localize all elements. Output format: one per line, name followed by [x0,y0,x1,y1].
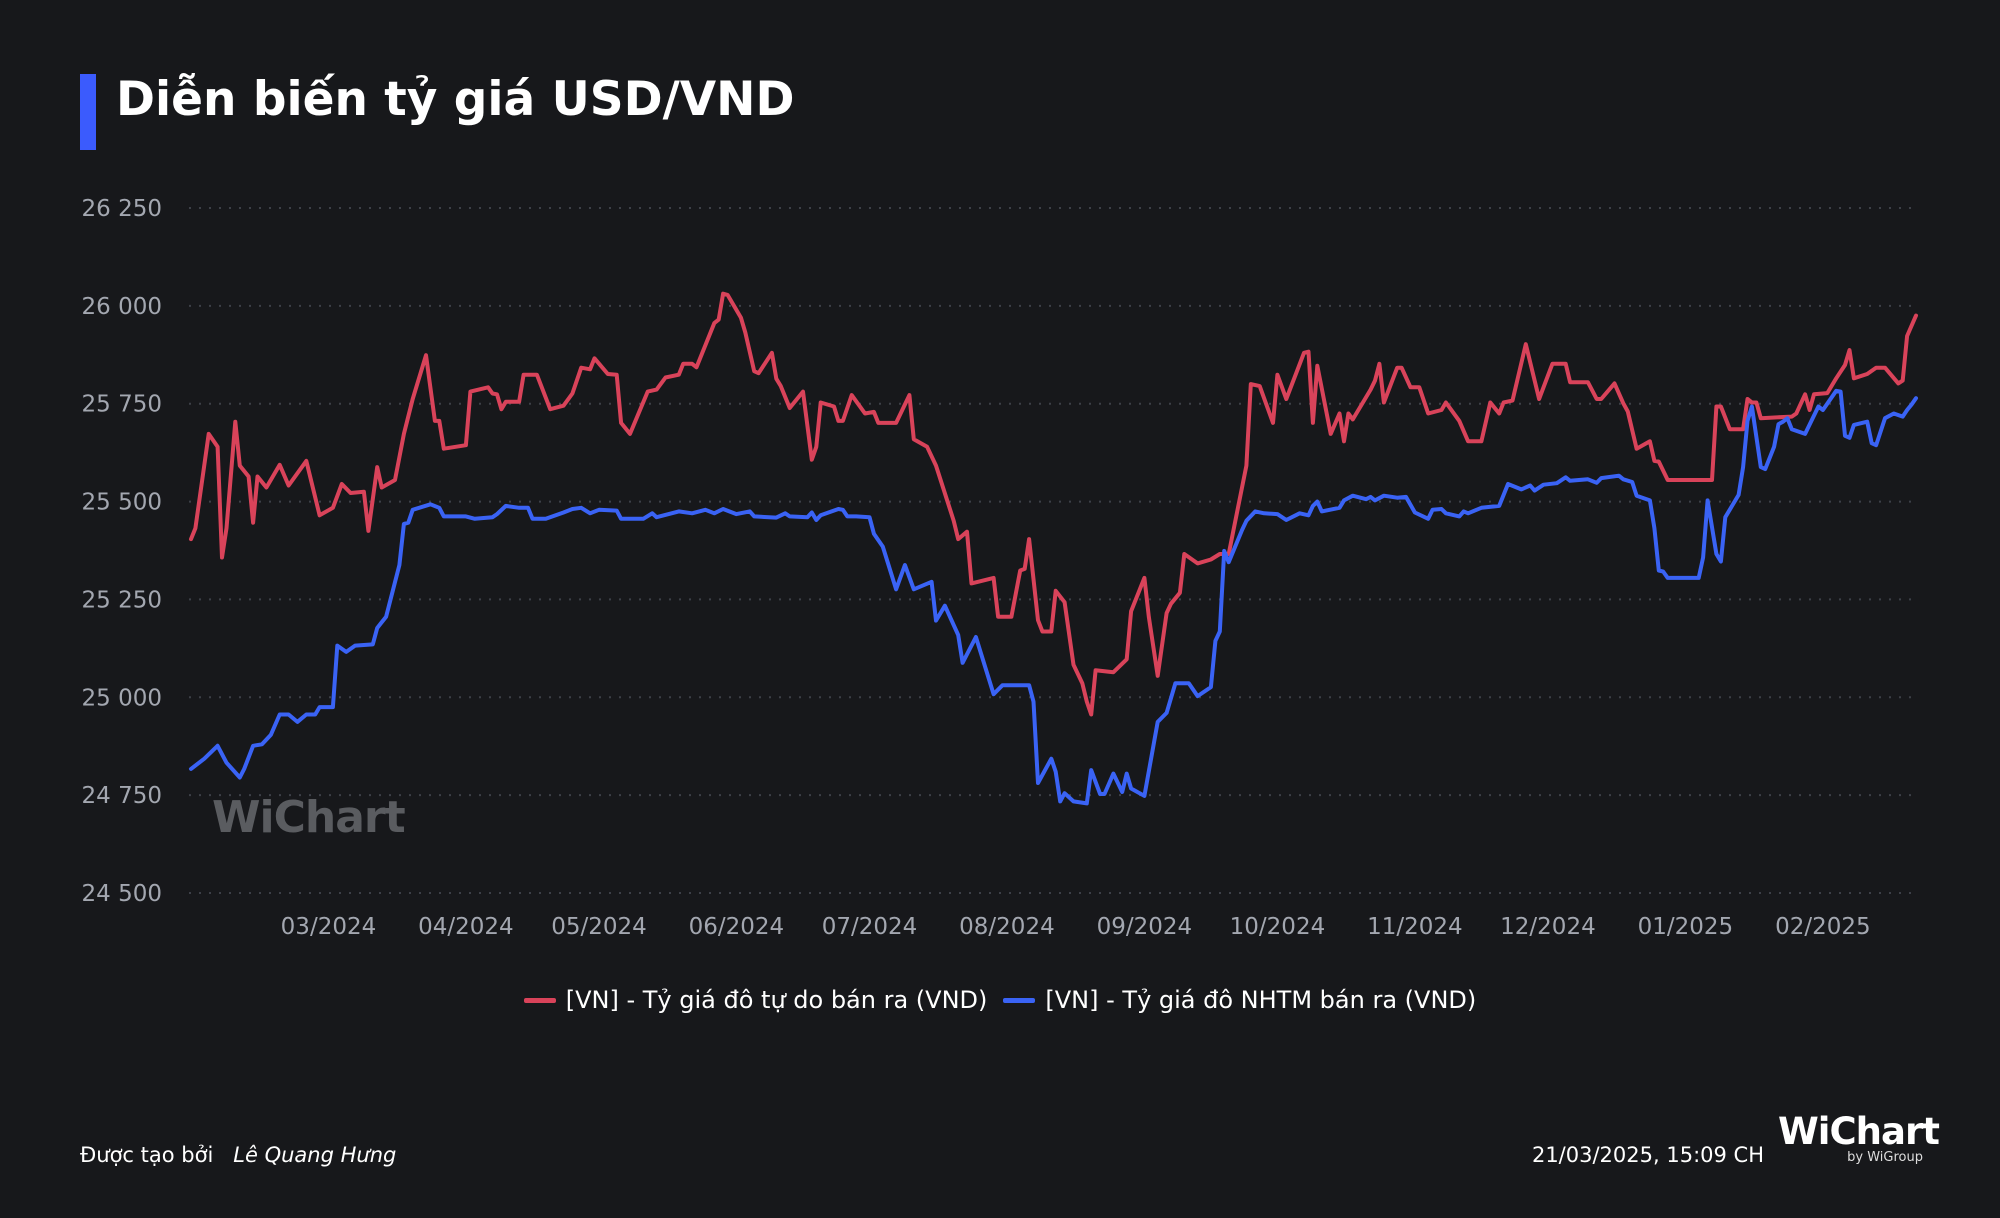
y-tick-label: 24 750 [82,783,162,809]
logo-text: WiChart [1778,1110,1940,1153]
legend: [VN] - Tỷ giá đô tự do bán ra (VND) [VN]… [0,986,2000,1014]
logo-subtext: by WiGroup [1847,1150,1923,1165]
y-tick-label: 25 500 [82,490,162,516]
y-tick-label: 25 750 [82,392,162,418]
created-by-label: Được tạo bởi [80,1143,214,1167]
x-tick-label: 05/2024 [551,914,647,940]
x-tick-label: 03/2024 [281,914,377,940]
x-tick-label: 12/2024 [1500,914,1596,940]
x-tick-label: 11/2024 [1367,914,1463,940]
legend-item-free-market[interactable]: [VN] - Tỷ giá đô tự do bán ra (VND) [523,986,988,1014]
author-name: Lê Quang Hưng [233,1143,397,1167]
x-tick-label: 04/2024 [418,914,514,940]
y-tick-label: 25 000 [82,685,162,711]
x-tick-label: 10/2024 [1230,914,1326,940]
y-tick-label: 24 500 [82,881,162,907]
x-tick-label: 09/2024 [1097,914,1193,940]
legend-swatch-blue [1003,997,1036,1003]
legend-label: [VN] - Tỷ giá đô tự do bán ra (VND) [565,986,988,1014]
y-tick-label: 25 250 [82,587,162,613]
y-axis: 24 500 24 750 25 000 25 250 25 500 25 750 26 0… [82,196,162,907]
series-line-1[interactable] [189,388,1918,806]
x-tick-label: 06/2024 [689,914,785,940]
x-tick-label: 07/2024 [822,914,918,940]
footer-credit: Được tạo bởi Lê Quang Hưng [80,1143,396,1167]
series-line-0[interactable] [189,291,1918,717]
y-tick-label: 26 000 [82,294,162,320]
series-lines [189,291,1918,806]
legend-item-bank[interactable]: [VN] - Tỷ giá đô NHTM bán ra (VND) [1003,986,1476,1014]
legend-label: [VN] - Tỷ giá đô NHTM bán ra (VND) [1045,986,1477,1014]
wichart-watermark: WiChart [212,792,406,843]
title-accent-bar [80,74,96,150]
wichart-logo: WiChart by WiGroup [1778,1110,1940,1174]
y-tick-label: 26 250 [82,196,162,222]
x-tick-label: 08/2024 [959,914,1055,940]
footer-timestamp: 21/03/2025, 15:09 CH [1531,1143,1764,1167]
x-tick-label: 01/2025 [1638,914,1734,940]
x-axis: 03/2024 04/2024 05/2024 06/2024 07/2024 08/20… [281,914,1871,940]
page-title: Diễn biến tỷ giá USD/VND [116,72,795,127]
legend-swatch-red [523,997,556,1003]
x-tick-label: 02/2025 [1775,914,1871,940]
